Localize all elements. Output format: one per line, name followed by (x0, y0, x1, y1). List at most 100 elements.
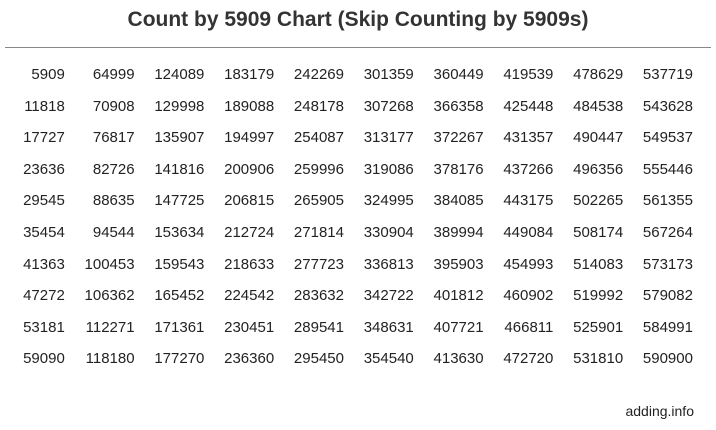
grid-cell: 567264 (642, 223, 693, 241)
grid-cell: 29545 (23, 192, 65, 210)
number-grid: 5909 64999 124089 183179 242269 301359 360449 4… (0, 59, 693, 375)
grid-cell: 519992 (573, 287, 624, 305)
grid-cell: 407721 (433, 318, 484, 336)
grid-cell: 283632 (293, 287, 344, 305)
grid-cell: 200906 (224, 160, 275, 178)
grid-cell: 431357 (503, 129, 554, 147)
grid-cell: 508174 (573, 223, 624, 241)
grid-cell: 443175 (503, 192, 554, 210)
grid-cell: 307268 (363, 97, 414, 115)
grid-cell: 295450 (293, 350, 344, 368)
grid-cell: 177270 (154, 350, 205, 368)
site-credit: adding.info (625, 403, 694, 419)
grid-cell: 5909 (31, 66, 65, 83)
grid-cell: 135907 (154, 129, 205, 147)
grid-cell: 466811 (504, 318, 554, 336)
grid-cell: 413630 (433, 350, 484, 368)
grid-cell: 460902 (503, 287, 554, 305)
grid-cell: 141816 (154, 160, 205, 178)
grid-cell: 183179 (224, 66, 275, 83)
grid-cell: 64999 (92, 66, 135, 83)
grid-cell: 555446 (642, 160, 693, 178)
grid-cell: 100453 (84, 255, 135, 273)
grid-cell: 360449 (433, 66, 484, 83)
grid-cell: 348631 (363, 318, 414, 336)
grid-cell: 372267 (433, 129, 484, 147)
grid-cell: 313177 (363, 129, 414, 147)
grid-cell: 525901 (573, 318, 624, 336)
grid-cell: 366358 (433, 97, 484, 115)
grid-cell: 484538 (573, 97, 624, 115)
grid-cell: 41363 (23, 255, 65, 273)
grid-cell: 165452 (154, 287, 205, 305)
grid-cell: 189088 (224, 97, 275, 115)
grid-cell: 254087 (293, 129, 344, 147)
page-title: Count by 5909 Chart (Skip Counting by 59… (127, 8, 589, 31)
grid-cell: 395903 (433, 255, 484, 273)
grid-cell: 124089 (154, 66, 205, 83)
grid-cell: 378176 (433, 160, 484, 178)
grid-cell: 82726 (92, 160, 135, 178)
grid-cell: 514083 (573, 255, 624, 273)
grid-cell: 35454 (23, 223, 65, 241)
grid-cell: 531810 (573, 350, 624, 368)
grid-cell: 153634 (154, 223, 205, 241)
grid-cell: 401812 (433, 287, 484, 305)
grid-cell: 271814 (293, 223, 344, 241)
grid-cell: 490447 (573, 129, 624, 147)
grid-cell: 537719 (642, 66, 693, 83)
grid-cell: 171361 (154, 318, 205, 336)
grid-cell: 543628 (642, 97, 693, 115)
grid-cell: 472720 (503, 350, 554, 368)
grid-cell: 94544 (92, 223, 135, 241)
grid-cell: 106362 (84, 287, 135, 305)
grid-cell: 88635 (92, 192, 135, 210)
grid-cell: 289541 (293, 318, 344, 336)
grid-cell: 59090 (23, 350, 65, 368)
grid-cell: 336813 (363, 255, 414, 273)
grid-cell: 324995 (363, 192, 414, 210)
grid-cell: 23636 (23, 160, 65, 178)
grid-cell: 70908 (92, 97, 135, 115)
grid-cell: 129998 (154, 97, 205, 115)
grid-cell: 206815 (224, 192, 275, 210)
grid-cell: 76817 (92, 129, 135, 147)
grid-cell: 118180 (85, 350, 135, 368)
grid-cell: 248178 (293, 97, 344, 115)
grid-cell: 265905 (293, 192, 344, 210)
grid-cell: 579082 (642, 287, 693, 305)
grid-cell: 259996 (293, 160, 344, 178)
grid-cell: 449084 (503, 223, 554, 241)
grid-cell: 384085 (433, 192, 484, 210)
grid-cell: 496356 (573, 160, 624, 178)
grid-cell: 277723 (293, 255, 344, 273)
grid-cell: 437266 (503, 160, 554, 178)
grid-cell: 425448 (503, 97, 554, 115)
grid-cell: 47272 (23, 287, 65, 305)
grid-cell: 478629 (573, 66, 624, 83)
grid-cell: 590900 (642, 350, 693, 368)
grid-cell: 224542 (224, 287, 275, 305)
grid-cell: 17727 (23, 129, 65, 147)
grid-cell: 112271 (85, 318, 135, 336)
grid-cell: 236360 (224, 350, 275, 368)
grid-cell: 419539 (503, 66, 554, 83)
grid-cell: 230451 (224, 318, 275, 336)
grid-cell: 242269 (293, 66, 344, 83)
grid-cell: 573173 (642, 255, 693, 273)
grid-cell: 212724 (224, 223, 275, 241)
grid-cell: 561355 (642, 192, 693, 210)
grid-cell: 330904 (363, 223, 414, 241)
grid-cell: 11818 (24, 97, 65, 115)
title-divider (5, 47, 711, 48)
grid-cell: 389994 (433, 223, 484, 241)
grid-cell: 301359 (363, 66, 414, 83)
grid-cell: 454993 (503, 255, 554, 273)
grid-cell: 502265 (573, 192, 624, 210)
grid-cell: 319086 (363, 160, 414, 178)
grid-cell: 53181 (23, 318, 65, 336)
grid-cell: 354540 (363, 350, 414, 368)
grid-cell: 194997 (224, 129, 275, 147)
grid-cell: 549537 (642, 129, 693, 147)
grid-cell: 584991 (642, 318, 693, 336)
